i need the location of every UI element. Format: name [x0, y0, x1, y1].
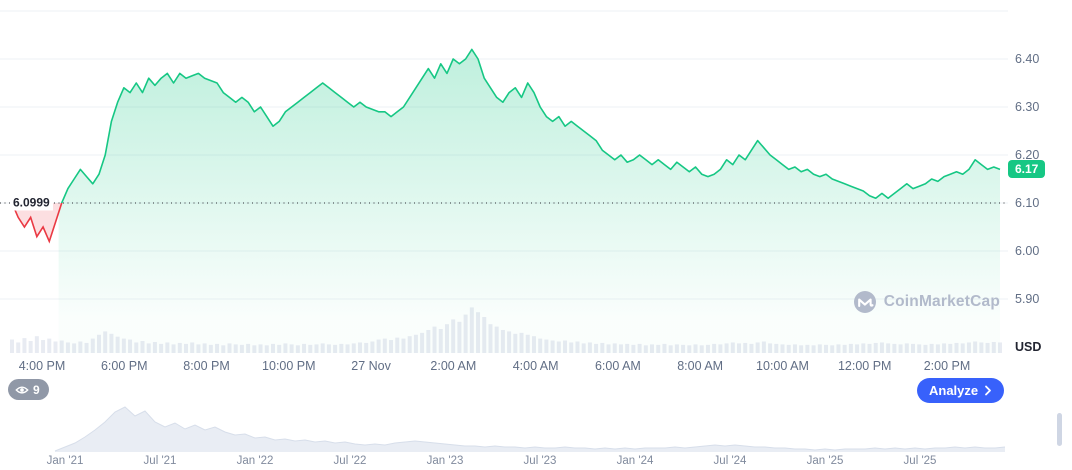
date-range-navigator[interactable]	[0, 404, 1008, 456]
navigator-year-label: Jul '24	[713, 455, 747, 467]
navigator-area	[55, 407, 1005, 452]
price-axis-label: 6.30	[1015, 100, 1040, 114]
area-fill-red	[12, 203, 62, 242]
coinmarketcap-logo-icon	[853, 291, 876, 313]
eye-icon	[15, 385, 29, 394]
navigator-year-label: Jan '25	[806, 455, 844, 467]
coinmarketcap-watermark: CoinMarketCap	[853, 290, 1000, 314]
navigator-year-label: Jan '22	[236, 455, 274, 467]
time-axis-label: 6:00 AM	[594, 359, 641, 373]
price-axis-label: 6.00	[1015, 244, 1040, 258]
price-axis: USD 6.17 6.40 6.30 6.20 6.10 6.00 5.90	[1008, 0, 1072, 470]
navigator-year-label: Jan '21	[46, 455, 84, 467]
navigator-year-label: Jul '23	[523, 455, 557, 467]
time-axis-label: 4:00 AM	[512, 359, 559, 373]
time-axis-label: 12:00 PM	[837, 359, 892, 373]
chevron-right-icon	[985, 385, 992, 396]
analyze-button[interactable]: Analyze	[917, 378, 1005, 403]
navigator-year-label: Jul '22	[333, 455, 367, 467]
time-axis-label: 27 Nov	[351, 359, 391, 373]
navigator-scrollbar-thumb[interactable]	[1057, 413, 1062, 446]
area-fill-green	[58, 49, 1000, 353]
time-axis-label: 10:00 PM	[262, 359, 316, 373]
time-axis-label: 6:00 PM	[100, 359, 148, 373]
navigator-year-label: Jul '25	[903, 455, 937, 467]
price-axis-label: 6.40	[1015, 52, 1040, 66]
price-axis-label: 5.90	[1015, 292, 1040, 306]
navigator-year-axis: Jan '21 Jul '21 Jan '22 Jul '22 Jan '23 Jul '…	[0, 455, 1008, 470]
navigator-year-label: Jul '21	[143, 455, 177, 467]
watching-count-badge: 9	[8, 379, 49, 400]
time-axis-label: 8:00 PM	[183, 359, 230, 373]
price-axis-label: 6.10	[1015, 196, 1040, 210]
time-axis-label: 2:00 AM	[430, 359, 477, 373]
time-axis-label: 2:00 PM	[923, 359, 971, 373]
navigator-year-label: Jan '23	[426, 455, 464, 467]
price-line	[11, 48, 1001, 204]
time-axis-label: 4:00 PM	[18, 359, 66, 373]
time-axis-label: 10:00 AM	[756, 359, 809, 373]
current-price-badge: 6.17	[1008, 160, 1046, 179]
time-axis: 4:00 PM 6:00 PM 8:00 PM 10:00 PM 27 Nov 2:00 …	[0, 355, 1008, 377]
baseline-price-label: 6.0999	[10, 195, 53, 211]
navigator-year-label: Jan '24	[616, 455, 654, 467]
navigator-line	[54, 406, 1006, 452]
watermark-text: CoinMarketCap	[883, 293, 1000, 310]
time-axis-label: 8:00 AM	[677, 359, 724, 373]
analyze-button-label: Analyze	[929, 383, 979, 398]
price-chart-canvas[interactable]	[0, 0, 1008, 355]
axis-unit-label: USD	[1015, 340, 1042, 354]
price-axis-label: 6.20	[1015, 148, 1040, 162]
watching-count: 9	[33, 382, 40, 397]
